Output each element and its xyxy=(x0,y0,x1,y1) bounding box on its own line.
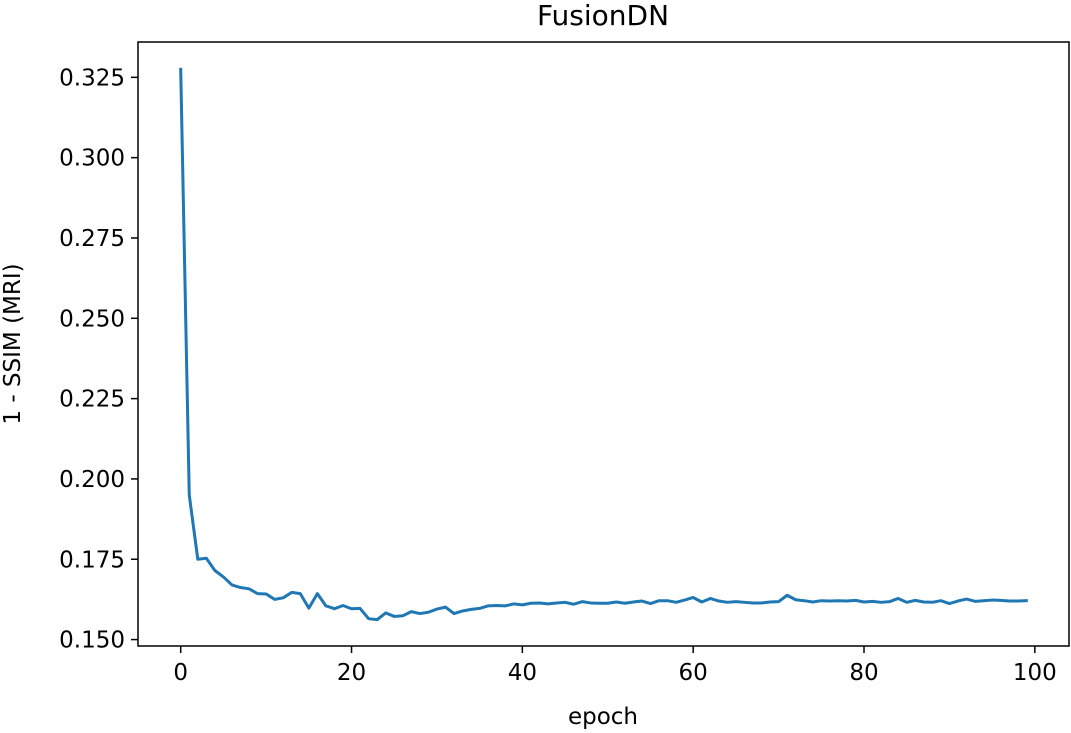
y-tick-label: 0.175 xyxy=(59,547,125,573)
y-tick-label: 0.150 xyxy=(59,628,125,654)
y-tick-label: 0.225 xyxy=(59,387,125,413)
x-tick-label: 20 xyxy=(337,660,366,686)
y-tick-label: 0.250 xyxy=(59,306,125,332)
y-tick-label: 0.275 xyxy=(59,226,125,252)
x-tick-label: 100 xyxy=(1013,660,1057,686)
x-tick-label: 60 xyxy=(679,660,708,686)
x-tick-label: 0 xyxy=(173,660,188,686)
y-axis-ticks: 0.150 0.175 0.200 0.225 0.250 0.275 0.300 0.325 xyxy=(59,65,138,654)
y-tick-label: 0.300 xyxy=(59,146,125,172)
x-tick-label: 40 xyxy=(508,660,537,686)
chart-title: FusionDN xyxy=(537,0,669,32)
series-line xyxy=(179,67,1028,622)
y-tick-label: 0.325 xyxy=(59,65,125,91)
y-axis-label: 1 - SSIM (MRI) xyxy=(0,263,26,424)
x-axis-ticks: 0 20 40 60 80 100 xyxy=(173,646,1057,686)
plot-area-frame xyxy=(137,41,1070,647)
x-tick-label: 80 xyxy=(849,660,878,686)
y-tick-label: 0.200 xyxy=(59,467,125,493)
x-axis-label: epoch xyxy=(568,704,638,730)
